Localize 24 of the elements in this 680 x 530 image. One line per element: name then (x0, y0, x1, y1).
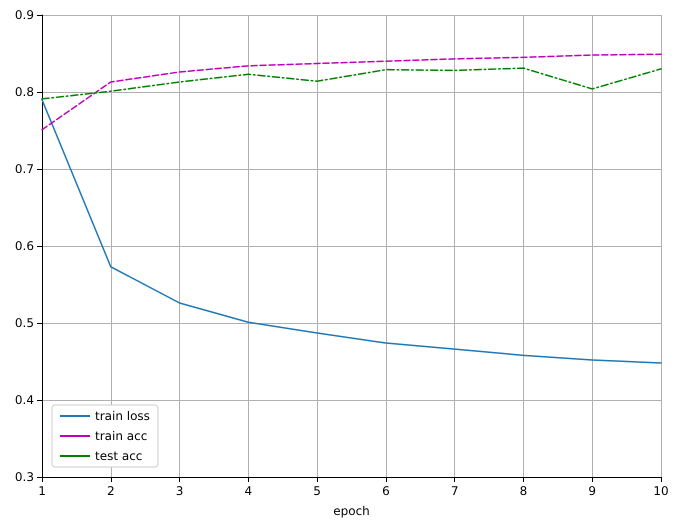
x-axis-title: epoch (333, 504, 370, 518)
x-tick-label: 2 (106, 484, 115, 498)
y-tick-label: 0.6 (14, 239, 34, 253)
x-tick-label: 9 (588, 484, 596, 498)
x-tick-label: 8 (520, 484, 528, 498)
x-tick-label: 4 (244, 484, 252, 498)
y-tick-label: 0.3 (14, 470, 34, 484)
x-tick-label: 3 (176, 484, 184, 498)
line-series (41, 54, 662, 130)
y-tick-label: 0.4 (14, 393, 34, 407)
legend-label: train acc (95, 429, 148, 443)
x-tick-label: 7 (450, 484, 458, 498)
x-tick-label: 5 (313, 484, 321, 498)
y-tick-label: 0.9 (14, 8, 34, 22)
y-tick-label: 0.7 (14, 162, 34, 176)
x-tick-label: 1 (38, 484, 46, 498)
line-series (41, 67, 662, 100)
y-tick-label: 0.5 (14, 316, 34, 330)
y-tick-label: 0.8 (14, 85, 34, 99)
legend-label: train loss (95, 409, 150, 423)
legend-label: test acc (95, 449, 142, 463)
line-series (41, 98, 662, 364)
x-tick-label: 10 (653, 484, 669, 498)
x-tick-label: 6 (382, 484, 390, 498)
